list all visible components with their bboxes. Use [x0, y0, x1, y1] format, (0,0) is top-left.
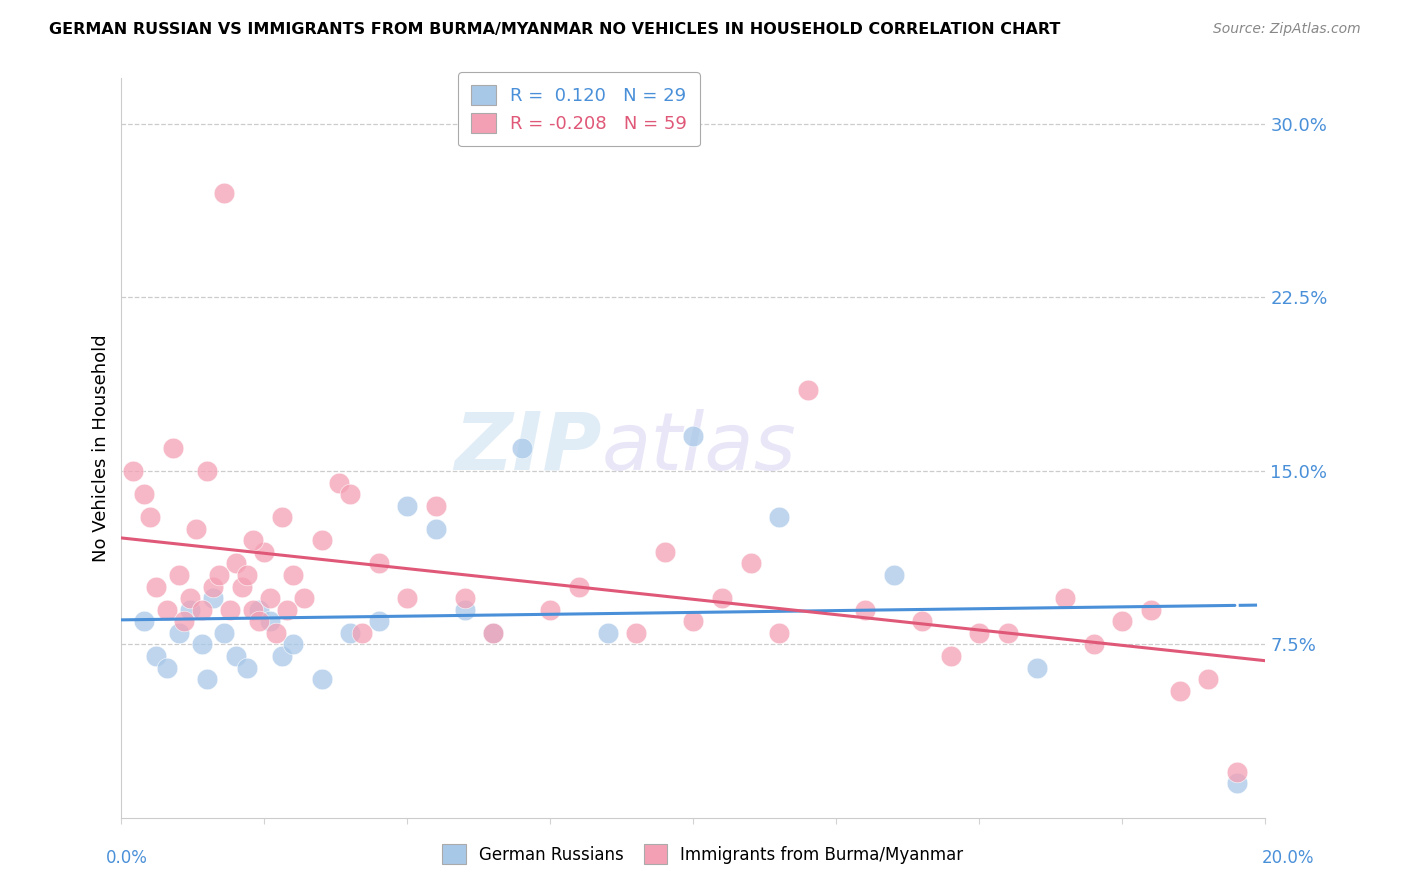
Point — [225, 557, 247, 571]
Point — [270, 510, 292, 524]
Point — [162, 441, 184, 455]
Text: atlas: atlas — [602, 409, 797, 487]
Point — [682, 615, 704, 629]
Point — [225, 648, 247, 663]
Point — [145, 580, 167, 594]
Point — [201, 580, 224, 594]
Point — [740, 557, 762, 571]
Point — [396, 499, 419, 513]
Point — [236, 568, 259, 582]
Point — [883, 568, 905, 582]
Point — [195, 464, 218, 478]
Point — [540, 603, 562, 617]
Point — [242, 603, 264, 617]
Point — [1226, 764, 1249, 779]
Point — [853, 603, 876, 617]
Point — [311, 533, 333, 548]
Point — [156, 660, 179, 674]
Point — [281, 568, 304, 582]
Point — [510, 441, 533, 455]
Point — [264, 625, 287, 640]
Point — [208, 568, 231, 582]
Point — [242, 533, 264, 548]
Point — [270, 648, 292, 663]
Point — [939, 648, 962, 663]
Point — [768, 625, 790, 640]
Point — [425, 522, 447, 536]
Point — [253, 545, 276, 559]
Point — [339, 625, 361, 640]
Point — [247, 615, 270, 629]
Point — [134, 615, 156, 629]
Point — [173, 615, 195, 629]
Point — [626, 625, 648, 640]
Point — [654, 545, 676, 559]
Point — [236, 660, 259, 674]
Point — [568, 580, 591, 594]
Point — [1111, 615, 1133, 629]
Point — [247, 603, 270, 617]
Point — [179, 591, 201, 606]
Point — [311, 672, 333, 686]
Point — [195, 672, 218, 686]
Point — [1025, 660, 1047, 674]
Point — [156, 603, 179, 617]
Point — [231, 580, 253, 594]
Legend: German Russians, Immigrants from Burma/Myanmar: German Russians, Immigrants from Burma/M… — [436, 838, 970, 871]
Point — [1226, 776, 1249, 790]
Point — [768, 510, 790, 524]
Point — [453, 603, 475, 617]
Point — [184, 522, 207, 536]
Point — [1140, 603, 1163, 617]
Point — [134, 487, 156, 501]
Point — [259, 591, 281, 606]
Point — [1054, 591, 1077, 606]
Y-axis label: No Vehicles in Household: No Vehicles in Household — [93, 334, 110, 562]
Point — [214, 186, 236, 201]
Point — [1083, 637, 1105, 651]
Point — [122, 464, 145, 478]
Point — [201, 591, 224, 606]
Point — [145, 648, 167, 663]
Point — [219, 603, 242, 617]
Point — [179, 603, 201, 617]
Point — [339, 487, 361, 501]
Text: Source: ZipAtlas.com: Source: ZipAtlas.com — [1213, 22, 1361, 37]
Point — [190, 637, 212, 651]
Text: GERMAN RUSSIAN VS IMMIGRANTS FROM BURMA/MYANMAR NO VEHICLES IN HOUSEHOLD CORRELA: GERMAN RUSSIAN VS IMMIGRANTS FROM BURMA/… — [49, 22, 1060, 37]
Point — [711, 591, 734, 606]
Point — [1197, 672, 1219, 686]
Point — [425, 499, 447, 513]
Point — [294, 591, 316, 606]
Point — [328, 475, 350, 490]
Text: ZIP: ZIP — [454, 409, 602, 487]
Point — [482, 625, 505, 640]
Point — [1168, 683, 1191, 698]
Point — [139, 510, 162, 524]
Point — [997, 625, 1019, 640]
Point — [482, 625, 505, 640]
Text: 0.0%: 0.0% — [105, 849, 148, 867]
Point — [190, 603, 212, 617]
Text: 20.0%: 20.0% — [1263, 849, 1315, 867]
Point — [969, 625, 991, 640]
Point — [797, 383, 820, 397]
Point — [276, 603, 298, 617]
Point — [682, 429, 704, 443]
Legend: R =  0.120   N = 29, R = -0.208   N = 59: R = 0.120 N = 29, R = -0.208 N = 59 — [458, 72, 700, 146]
Point — [167, 625, 190, 640]
Point — [396, 591, 419, 606]
Point — [367, 615, 389, 629]
Point — [281, 637, 304, 651]
Point — [453, 591, 475, 606]
Point — [911, 615, 934, 629]
Point — [167, 568, 190, 582]
Point — [367, 557, 389, 571]
Point — [259, 615, 281, 629]
Point — [214, 625, 236, 640]
Point — [596, 625, 619, 640]
Point — [350, 625, 373, 640]
